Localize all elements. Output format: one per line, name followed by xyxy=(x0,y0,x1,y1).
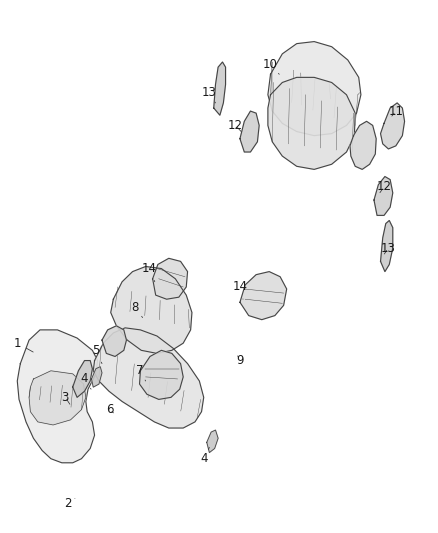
Text: 11: 11 xyxy=(389,104,403,118)
Polygon shape xyxy=(111,266,192,353)
Polygon shape xyxy=(29,371,86,425)
Text: 1: 1 xyxy=(14,337,33,352)
Polygon shape xyxy=(214,62,226,115)
Polygon shape xyxy=(140,350,183,399)
Text: 5: 5 xyxy=(92,344,102,364)
Text: 14: 14 xyxy=(141,262,157,282)
Polygon shape xyxy=(381,103,405,149)
Polygon shape xyxy=(374,176,393,215)
Text: 13: 13 xyxy=(381,241,396,255)
Polygon shape xyxy=(381,221,393,272)
Polygon shape xyxy=(268,42,361,135)
Text: 7: 7 xyxy=(136,364,146,381)
Polygon shape xyxy=(240,272,287,320)
Text: 13: 13 xyxy=(202,86,217,103)
Text: 6: 6 xyxy=(106,403,113,416)
Polygon shape xyxy=(350,122,376,169)
Polygon shape xyxy=(17,330,98,463)
Text: 8: 8 xyxy=(131,301,143,318)
Polygon shape xyxy=(93,328,204,428)
Text: 14: 14 xyxy=(233,280,247,299)
Polygon shape xyxy=(268,77,355,169)
Polygon shape xyxy=(73,360,92,398)
Polygon shape xyxy=(102,326,127,357)
Text: 2: 2 xyxy=(65,497,75,510)
Text: 12: 12 xyxy=(228,119,243,132)
Text: 10: 10 xyxy=(263,58,279,74)
Polygon shape xyxy=(207,430,218,453)
Text: 4: 4 xyxy=(81,373,91,389)
Polygon shape xyxy=(92,367,102,387)
Polygon shape xyxy=(240,111,259,152)
Text: 12: 12 xyxy=(377,180,392,193)
Text: 3: 3 xyxy=(62,391,70,404)
Text: 4: 4 xyxy=(200,447,209,465)
Polygon shape xyxy=(152,259,187,299)
Text: 9: 9 xyxy=(236,354,244,367)
